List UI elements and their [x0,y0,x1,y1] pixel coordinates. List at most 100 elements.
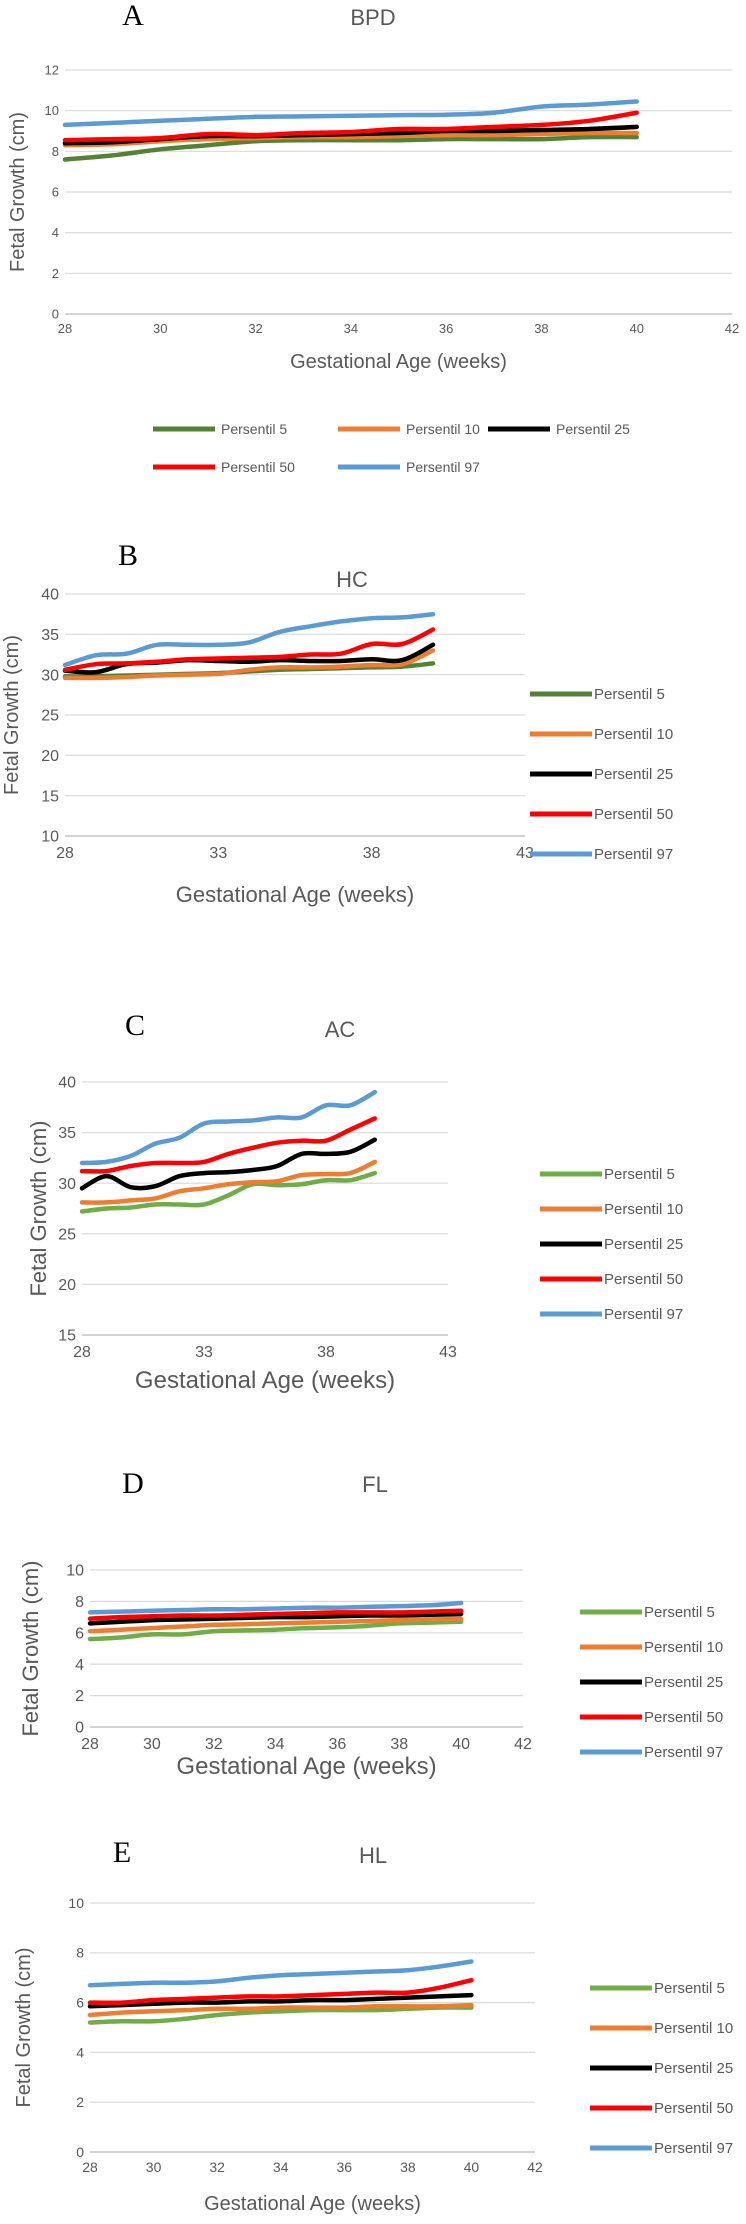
y-tick-label: 10 [68,1895,84,1911]
x-tick-label: 42 [725,321,739,336]
legend-label: Persentil 25 [556,421,630,437]
chart-title: AC [325,1017,356,1042]
series-line-5 [87,1600,464,1615]
x-tick-label: 30 [143,1736,161,1753]
chart-svg-a: A BPD 0 2 4 6 8 10 12 28 30 32 34 36 38 40 42 Gestational… [7,0,739,475]
series-line-4 [87,1977,474,2006]
y-tick-label: 15 [58,1328,76,1345]
y-tick-label: 40 [58,1075,76,1092]
y-tick-label: 20 [58,1277,76,1294]
legend-label: Persentil 97 [654,2140,733,2157]
chart-panel-e: E HL 0 2 4 6 8 10 28 30 32 34 36 38 40 42 Gestational Ag… [0,1810,746,2224]
legend-label: Persentil 5 [644,1604,715,1621]
x-tick-label: 36 [329,1736,347,1753]
panel-letter: D [122,1467,144,1500]
legend-label: Persentil 10 [654,2020,733,2037]
x-tick-label: 33 [209,845,227,862]
legend-label: Persentil 5 [221,421,287,437]
y-tick-label: 4 [75,1657,84,1674]
x-axis-label: Gestational Age (weeks) [135,1367,395,1394]
y-tick-label: 35 [41,627,59,644]
series-line-3 [79,1137,378,1191]
x-axis-label: Gestational Age (weeks) [176,882,414,907]
legend-label: Persentil 50 [221,459,295,475]
panel-letter: B [118,539,138,572]
legend-label: Persentil 50 [594,806,673,823]
series-line-2 [87,1616,464,1634]
chart-title: BPD [350,5,395,30]
x-tick-label: 36 [439,321,453,336]
chart-panel-a: A BPD 0 2 4 6 8 10 12 28 30 32 34 36 38 40 42 Gestational… [0,0,746,520]
y-tick-label: 0 [75,1720,84,1737]
legend-label: Persentil 97 [644,1744,723,1761]
panel-letter: A [122,0,144,32]
chart-svg-d: D FL 0 2 4 6 8 10 28 30 32 34 36 38 40 42 Gestational Ag… [18,1467,723,1780]
y-axis-label: Fetal Growth (cm) [13,1947,35,2107]
series-line-4 [62,110,639,143]
panel-letter: E [113,1836,131,1869]
y-tick-label: 35 [58,1125,76,1142]
panel-letter: C [125,1009,145,1042]
x-tick-label: 40 [629,321,643,336]
legend-label: Persentil 25 [644,1674,723,1691]
x-tick-label: 28 [58,321,72,336]
series-line-1 [62,134,639,162]
series-line-4 [87,1608,464,1621]
x-tick-label: 38 [363,845,381,862]
x-tick-label: 43 [516,845,534,862]
series-line-4 [79,1116,378,1174]
series-line-5 [79,1089,378,1166]
legend-label: Persentil 10 [406,421,480,437]
legend-label: Persentil 5 [594,686,665,703]
x-tick-label: 38 [400,2159,416,2175]
legend-label: Persentil 25 [594,766,673,783]
chart-panel-c: C AC 15 20 25 30 35 40 28 33 38 43 Gestational Age (… [0,930,746,1410]
y-tick-label: 2 [52,266,59,281]
y-tick-label: 6 [52,185,59,200]
y-axis-label: Fetal Growth (cm) [7,112,29,272]
y-tick-label: 12 [45,63,59,78]
legend-label: Persentil 50 [604,1271,683,1288]
legend-label: Persentil 97 [604,1306,683,1323]
series-line-3 [87,1611,464,1626]
y-tick-label: 8 [52,144,59,159]
x-tick-label: 40 [452,1736,470,1753]
x-tick-label: 34 [267,1736,285,1753]
x-tick-label: 28 [73,1344,91,1361]
x-tick-label: 28 [82,2159,98,2175]
series-line-5 [87,1959,474,1988]
legend-label: Persentil 5 [604,1166,675,1183]
x-tick-label: 43 [439,1344,457,1361]
series-line-2 [87,2002,474,2018]
series-line-2 [62,648,436,681]
x-tick-label: 42 [514,1736,532,1753]
x-tick-label: 32 [209,2159,225,2175]
y-tick-label: 8 [76,1945,84,1961]
legend-label: Persentil 10 [604,1201,683,1218]
y-tick-label: 30 [58,1176,76,1193]
y-tick-label: 25 [41,708,59,725]
series-line-1 [87,2005,474,2025]
x-tick-label: 38 [534,321,548,336]
x-tick-label: 28 [56,845,74,862]
legend-label: Persentil 97 [594,846,673,863]
legend-label: Persentil 25 [604,1236,683,1253]
y-tick-label: 20 [41,748,59,765]
x-axis-label: Gestational Age (weeks) [176,1753,436,1780]
y-tick-label: 8 [75,1594,84,1611]
y-tick-label: 30 [41,667,59,684]
series-line-2 [79,1159,378,1205]
legend-label: Persentil 97 [406,459,480,475]
chart-title: HC [336,567,368,592]
y-axis-label: Fetal Growth (cm) [1,635,23,795]
chart-title: FL [362,1472,388,1497]
y-tick-label: 6 [76,1995,84,2011]
x-tick-label: 32 [205,1736,223,1753]
x-tick-label: 34 [344,321,358,336]
chart-panel-b: B HC 10 15 20 25 30 35 40 28 33 38 43 Gestational Age… [0,520,746,930]
series-line-5 [62,611,436,668]
y-tick-label: 15 [41,788,59,805]
series-line-3 [87,1992,474,2009]
legend-label: Persentil 5 [654,1980,725,1997]
series-line-1 [87,1619,464,1642]
